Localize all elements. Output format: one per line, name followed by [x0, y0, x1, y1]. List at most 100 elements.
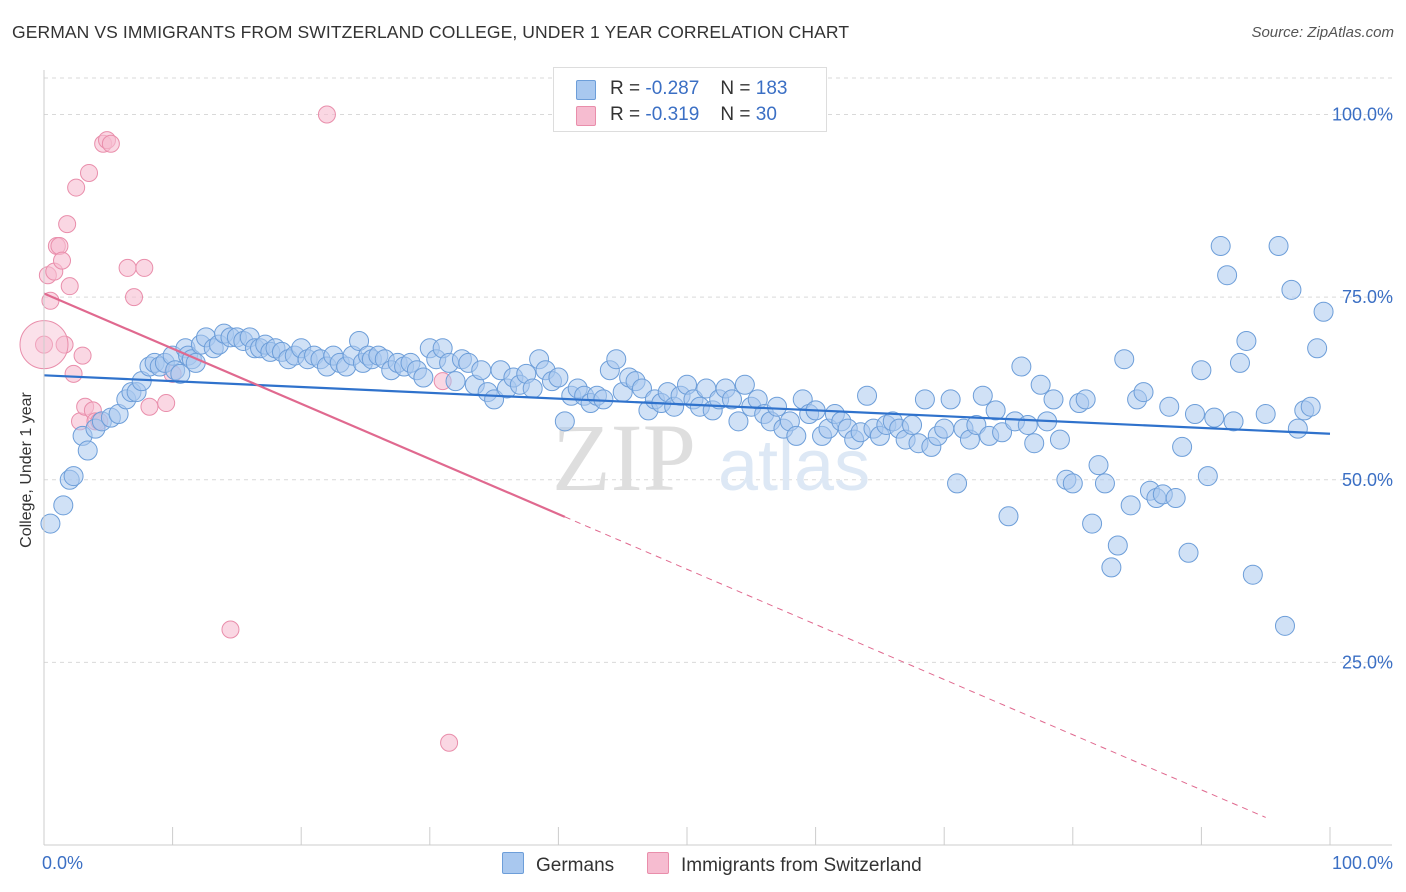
- germans-point: [1307, 338, 1328, 359]
- germans-point: [972, 385, 993, 406]
- immigrants-point: [67, 178, 86, 197]
- source-label: Source: ZipAtlas.com: [1251, 24, 1394, 41]
- immigrants-points: [19, 105, 459, 752]
- immigrants-point: [50, 237, 69, 256]
- germans-point: [1242, 564, 1263, 585]
- germans-point: [445, 371, 466, 392]
- immigrants-point: [317, 105, 336, 124]
- germans-point: [1197, 466, 1218, 487]
- y-tick-label: 50.0%: [1342, 470, 1393, 490]
- germans-point: [1255, 404, 1276, 425]
- legend-item-immigrants[interactable]: Immigrants from Switzerland: [647, 852, 922, 877]
- immigrants-trend-line: [43, 292, 566, 518]
- germans-point: [606, 349, 627, 370]
- n-value: 183: [755, 78, 788, 99]
- immigrants-point: [60, 277, 79, 296]
- immigrants-point: [55, 335, 74, 354]
- immigrants-point: [58, 215, 77, 234]
- germans-point: [985, 400, 1006, 421]
- x-tick-label-right: 100.0%: [1332, 853, 1393, 873]
- germans-point: [728, 411, 749, 432]
- germans-point: [722, 389, 743, 410]
- n-label: N =: [720, 78, 751, 99]
- grid-layer: [44, 77, 1392, 663]
- germans-point: [1101, 557, 1122, 578]
- germans-point: [1094, 473, 1115, 494]
- germans-point: [1268, 236, 1289, 257]
- legend-immigrants-swatch: [647, 852, 669, 874]
- germans-point: [857, 385, 878, 406]
- y-tick-label: 75.0%: [1342, 287, 1393, 307]
- germans-point: [902, 414, 923, 435]
- stats-text-germans: R = -0.287 N = 183: [610, 78, 787, 100]
- germans-point: [1082, 513, 1103, 534]
- germans-point: [1210, 236, 1231, 257]
- y-axis-label-text: College, Under 1 year: [18, 392, 35, 548]
- germans-point: [1300, 396, 1321, 417]
- immigrants-point: [80, 163, 99, 182]
- germans-point: [1191, 360, 1212, 381]
- immigrants-point: [157, 394, 176, 413]
- germans-point: [914, 389, 935, 410]
- germans-point: [1172, 436, 1193, 457]
- immigrants-point: [135, 258, 154, 277]
- germans-point: [940, 389, 961, 410]
- y-axis-label: College, Under 1 year: [15, 392, 39, 548]
- germans-point: [1107, 535, 1128, 556]
- germans-point: [1217, 265, 1238, 286]
- germans-point: [1287, 418, 1308, 439]
- germans-point: [1184, 404, 1205, 425]
- immigrants-point: [101, 134, 120, 153]
- n-label: N =: [720, 104, 751, 125]
- immigrants-point: [140, 397, 159, 416]
- germans-point: [1120, 495, 1141, 516]
- immigrants-point: [221, 620, 240, 639]
- germans-point: [1281, 279, 1302, 300]
- germans-point: [1223, 411, 1244, 432]
- germans-point: [1024, 433, 1045, 454]
- r-label: R =: [610, 78, 641, 99]
- germans-point: [1011, 356, 1032, 377]
- legend-germans-swatch: [502, 852, 524, 874]
- germans-point: [1030, 374, 1051, 395]
- germans-point: [1088, 455, 1109, 476]
- germans-point: [734, 374, 755, 395]
- germans-point: [1017, 414, 1038, 435]
- germans-point: [1178, 542, 1199, 563]
- germans-point: [1043, 389, 1064, 410]
- germans-point: [786, 425, 807, 446]
- germans-point: [998, 506, 1019, 527]
- r-value: -0.287: [645, 78, 700, 99]
- germans-point: [1165, 488, 1186, 509]
- watermark-zip: ZIP: [552, 404, 696, 511]
- immigrants-point: [118, 258, 137, 277]
- legend-item-germans[interactable]: Germans: [502, 852, 614, 877]
- immigrants-point: [440, 733, 459, 752]
- germans-point: [1062, 473, 1083, 494]
- germans-point: [349, 330, 370, 351]
- germans-point: [40, 513, 61, 534]
- immigrants-trend-extension: [564, 516, 1266, 818]
- x-tick-label-left: 0.0%: [42, 853, 83, 873]
- germans-point: [77, 440, 98, 461]
- germans-point: [1159, 396, 1180, 417]
- stats-text-immigrants: R = -0.319 N = 30: [610, 104, 782, 126]
- chart-title: GERMAN VS IMMIGRANTS FROM SWITZERLAND CO…: [12, 22, 850, 42]
- immigrants-point: [64, 364, 83, 383]
- germans-point: [548, 367, 569, 388]
- germans-point: [63, 466, 84, 487]
- germans-point: [992, 422, 1013, 443]
- germans-point: [966, 414, 987, 435]
- n-value: 30: [755, 104, 777, 125]
- germans-point: [554, 411, 575, 432]
- r-value: -0.319: [645, 104, 700, 125]
- legend-immigrants-label: Immigrants from Switzerland: [681, 855, 922, 876]
- germans-point: [631, 378, 652, 399]
- germans-point: [413, 367, 434, 388]
- y-tick-label: 25.0%: [1342, 652, 1393, 672]
- trend-lines: [43, 292, 1331, 818]
- legend-germans-label: Germans: [536, 855, 615, 876]
- germans-point: [1204, 407, 1225, 428]
- germans-point: [767, 396, 788, 417]
- germans-point: [471, 360, 492, 381]
